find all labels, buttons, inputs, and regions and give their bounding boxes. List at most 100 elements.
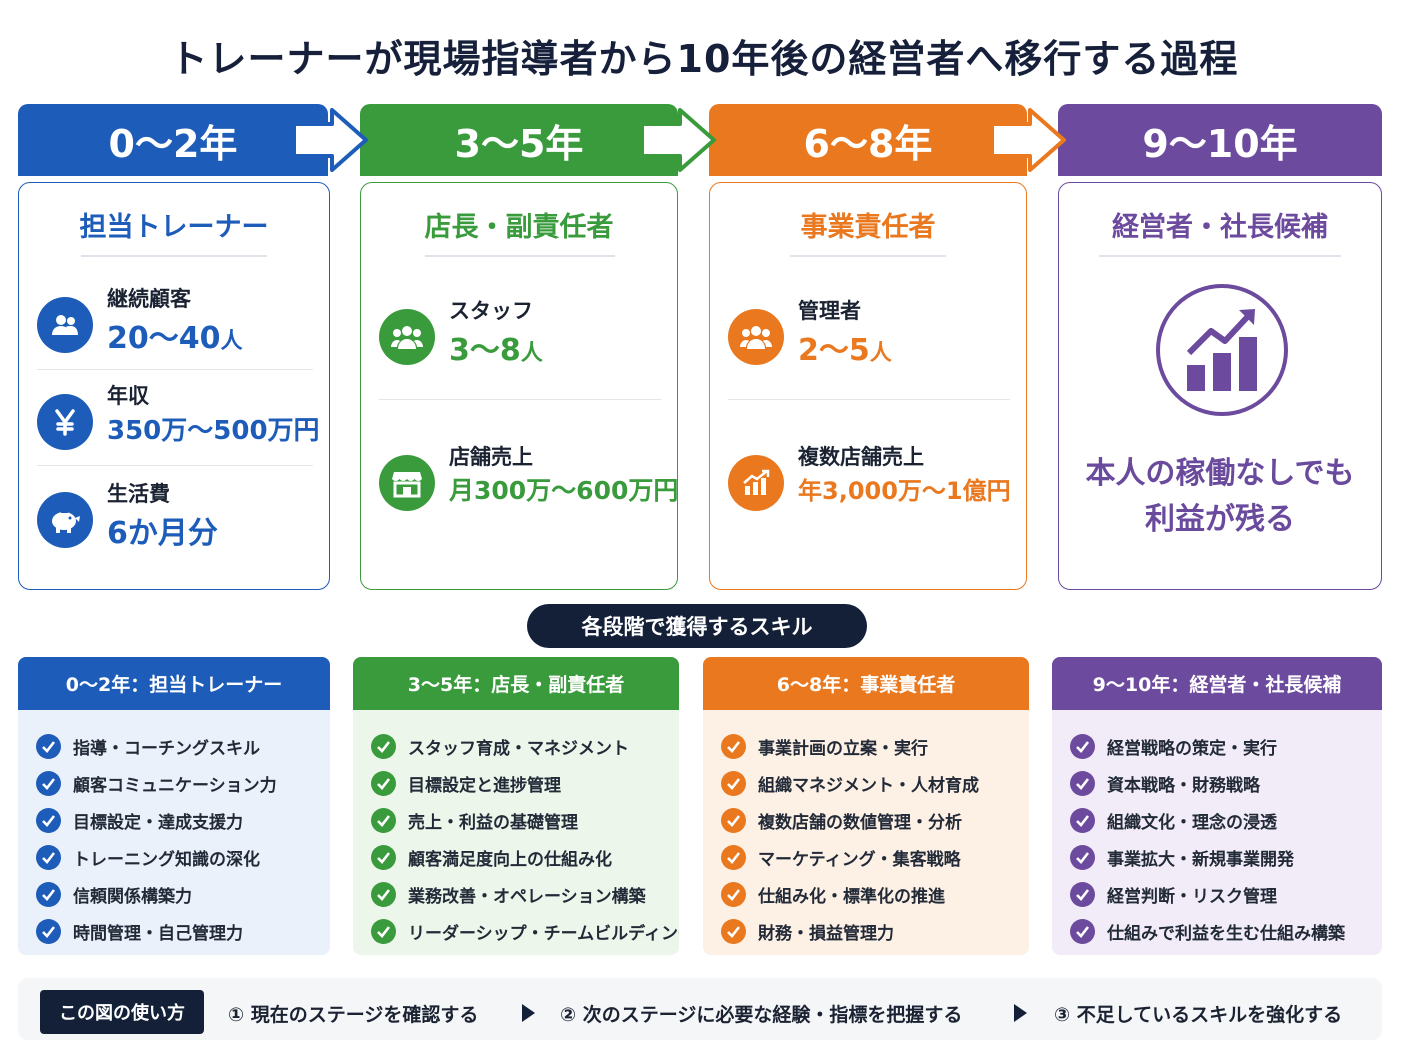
divider <box>81 255 267 257</box>
skill-list: 経営戦略の策定・実行 資本戦略・財務戦略 組織文化・理念の浸透 事業拡大・新規事… <box>1052 710 1382 950</box>
skill-group-title: 6〜8年：事業責任者 <box>703 657 1029 710</box>
skill-item: 仕組み化・標準化の推進 <box>703 876 1029 913</box>
check-icon <box>1070 734 1095 759</box>
check-icon <box>1070 919 1095 944</box>
skill-group-title: 9〜10年：経営者・社長候補 <box>1052 657 1382 710</box>
stage-period: 3〜5年 <box>454 121 584 166</box>
skill-item: 顧客コミュニケーション力 <box>18 765 330 802</box>
howto-step-3: ③ 不足しているスキルを強化する <box>1054 1004 1343 1026</box>
store-icon <box>379 455 435 511</box>
stage-period: 9〜10年 <box>1142 121 1298 166</box>
triangle-right-icon <box>1014 1004 1027 1022</box>
check-icon <box>371 734 396 759</box>
users-icon <box>37 297 93 353</box>
howto-step-1: ① 現在のステージを確認する <box>228 1004 479 1026</box>
check-icon <box>36 919 61 944</box>
skill-group-1: 0〜2年：担当トレーナー 指導・コーチングスキル 顧客コミュニケーション力 目標… <box>18 657 330 955</box>
metric-value: 350万〜500万円 <box>107 416 320 446</box>
skill-group-2: 3〜5年：店長・副責任者 スタッフ育成・マネジメント 目標設定と進捗管理 売上・… <box>353 657 679 955</box>
skill-item: 顧客満足度向上の仕組み化 <box>353 839 679 876</box>
metric-label: 店舗売上 <box>449 445 533 469</box>
check-icon <box>371 845 396 870</box>
page-title: トレーナーが現場指導者から10年後の経営者へ移行する過程 <box>169 37 1239 81</box>
skill-item: 信頼関係構築力 <box>18 876 330 913</box>
skill-item: 事業計画の立案・実行 <box>703 728 1029 765</box>
skill-item: 経営戦略の策定・実行 <box>1052 728 1382 765</box>
stage-period: 0〜2年 <box>108 121 238 166</box>
check-icon <box>721 845 746 870</box>
metric-label: 年収 <box>107 384 149 408</box>
stage-card-1: 担当トレーナー 継続顧客 20〜40人 年収 350万〜500万円 生活費 6か… <box>18 182 330 590</box>
check-icon <box>36 808 61 833</box>
skill-list: 指導・コーチングスキル 顧客コミュニケーション力 目標設定・達成支援力 トレーニ… <box>18 710 330 950</box>
check-icon <box>721 882 746 907</box>
role-title: 事業責任者 <box>800 212 936 243</box>
growth-chart-icon <box>728 455 784 511</box>
check-icon <box>36 771 61 796</box>
check-icon <box>721 808 746 833</box>
metric-label: 管理者 <box>798 299 861 323</box>
skill-item: リーダーシップ・チームビルディング <box>353 913 679 950</box>
skill-item: スタッフ育成・マネジメント <box>353 728 679 765</box>
check-icon <box>36 845 61 870</box>
metric-income: 年収 350万〜500万円 <box>19 378 329 468</box>
metric-store-sales: 店舗売上 月300万〜600万円 <box>361 439 679 529</box>
stage-header-1: 0〜2年 <box>18 104 328 176</box>
divider <box>37 369 313 370</box>
skill-item: 時間管理・自己管理力 <box>18 913 330 950</box>
check-icon <box>371 919 396 944</box>
skills-heading: 各段階で獲得するスキル <box>527 604 867 648</box>
managers-icon <box>728 309 784 365</box>
divider <box>379 399 661 400</box>
skill-item: 財務・損益管理力 <box>703 913 1029 950</box>
metric-label: 生活費 <box>107 482 170 506</box>
skill-group-title: 0〜2年：担当トレーナー <box>18 657 330 710</box>
triangle-right-icon <box>522 1004 535 1022</box>
skill-list: スタッフ育成・マネジメント 目標設定と進捗管理 売上・利益の基礎管理 顧客満足度… <box>353 710 679 950</box>
outcome-statement: 本人の稼働なしでも 利益が残る <box>1085 456 1355 537</box>
check-icon <box>1070 771 1095 796</box>
metric-value: 20〜40人 <box>107 321 243 356</box>
check-icon <box>721 919 746 944</box>
skill-item: 業務改善・オペレーション構築 <box>353 876 679 913</box>
metric-living-cost: 生活費 6か月分 <box>19 476 329 566</box>
skill-list: 事業計画の立案・実行 組織マネジメント・人材育成 複数店舗の数値管理・分析 マー… <box>703 710 1029 950</box>
skill-item: 指導・コーチングスキル <box>18 728 330 765</box>
stage-card-3: 事業責任者 管理者 2〜5人 複数店舗売上 年3,000万〜1億円 <box>709 182 1027 590</box>
metric-value: 月300万〜600万円 <box>449 476 679 505</box>
how-to-use-label: この図の使い方 <box>40 990 204 1034</box>
metric-clients: 継続顧客 20〜40人 <box>19 281 329 371</box>
check-icon <box>1070 882 1095 907</box>
howto-step-2: ② 次のステージに必要な経験・指標を把握する <box>560 1004 963 1026</box>
stage-header-3: 6〜8年 <box>709 104 1027 176</box>
skill-item: 資本戦略・財務戦略 <box>1052 765 1382 802</box>
team-icon <box>379 309 435 365</box>
metric-value: 3〜8人 <box>449 333 543 368</box>
metric-multi-store-sales: 複数店舗売上 年3,000万〜1億円 <box>710 439 1026 529</box>
check-icon <box>371 808 396 833</box>
skill-item: マーケティング・集客戦略 <box>703 839 1029 876</box>
check-icon <box>36 734 61 759</box>
check-icon <box>721 771 746 796</box>
rising-bar-chart-icon <box>1156 284 1288 416</box>
role-title: 経営者・社長候補 <box>1112 212 1328 243</box>
skill-item: 目標設定・達成支援力 <box>18 802 330 839</box>
divider <box>1099 255 1341 257</box>
skill-item: 組織マネジメント・人材育成 <box>703 765 1029 802</box>
metric-label: 複数店舗売上 <box>798 445 924 469</box>
divider <box>425 255 615 257</box>
stage-card-2: 店長・副責任者 スタッフ 3〜8人 店舗売上 月300万〜600万円 <box>360 182 678 590</box>
skill-group-4: 9〜10年：経営者・社長候補 経営戦略の策定・実行 資本戦略・財務戦略 組織文化… <box>1052 657 1382 955</box>
check-icon <box>721 734 746 759</box>
yen-icon <box>37 394 93 450</box>
check-icon <box>1070 845 1095 870</box>
metric-value: 2〜5人 <box>798 333 892 368</box>
arrow-right-icon <box>292 108 368 172</box>
stage-period: 6〜8年 <box>803 121 933 166</box>
skill-item: 仕組みで利益を生む仕組み構築 <box>1052 913 1382 950</box>
arrow-right-icon <box>640 108 716 172</box>
skill-item: 事業拡大・新規事業開発 <box>1052 839 1382 876</box>
metric-label: スタッフ <box>449 299 533 323</box>
skill-group-title: 3〜5年：店長・副責任者 <box>353 657 679 710</box>
check-icon <box>1070 808 1095 833</box>
